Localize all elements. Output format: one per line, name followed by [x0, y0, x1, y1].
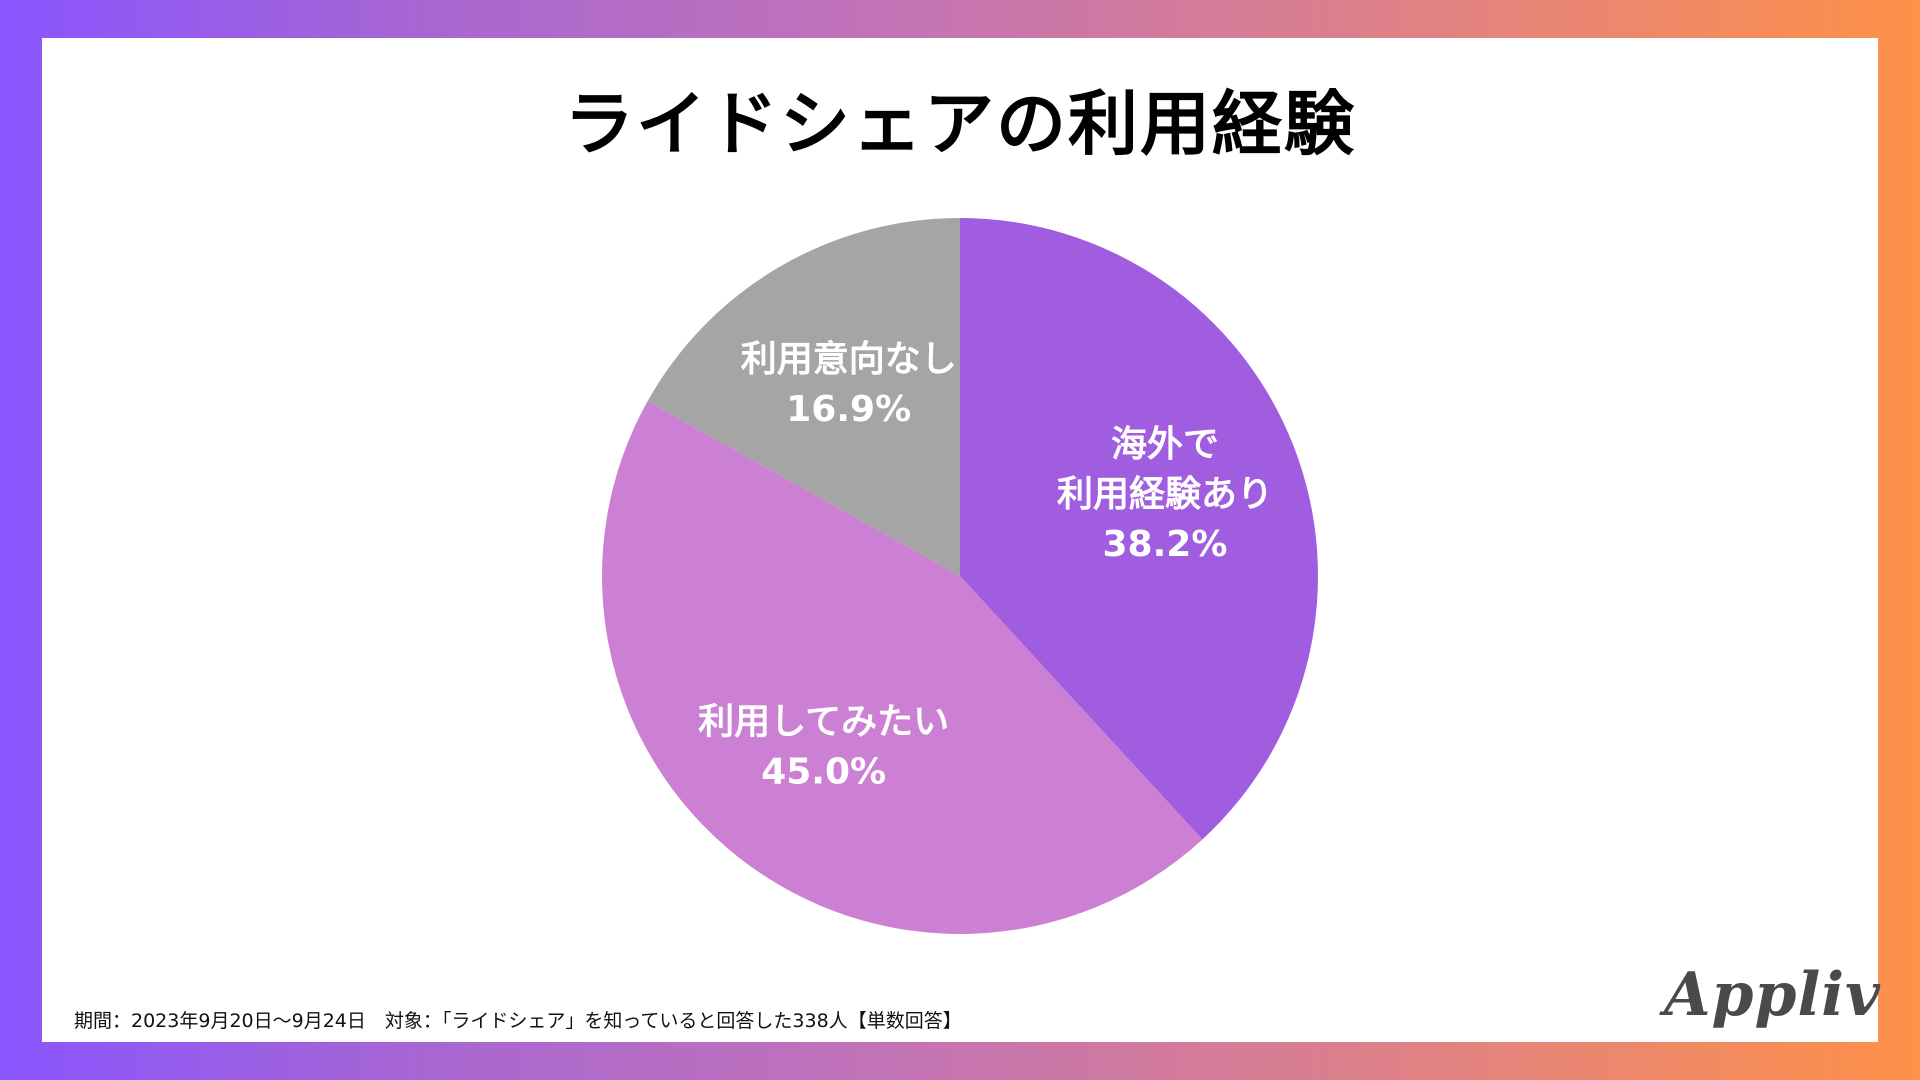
slice-label-2: 利用意向なし 16.9%	[741, 339, 957, 430]
slice-label-line: 利用経験あり	[1057, 474, 1273, 515]
applive-logo: Appliv	[1664, 960, 1881, 1030]
slice-label-line: 海外で	[1111, 424, 1219, 465]
slice-value-label: 38.2%	[1103, 524, 1228, 565]
slice-label-line: 利用意向なし	[741, 339, 957, 380]
chart-title: ライドシェアの利用経験	[564, 83, 1356, 165]
survey-footnote: 期間：2023年9月20日〜9月24日 対象：「ライドシェア」を知っていると回答…	[74, 1010, 962, 1032]
pie-slices	[602, 218, 1318, 934]
slice-label-line: 利用してみたい	[698, 702, 949, 743]
pie-slice-2	[647, 218, 960, 576]
slice-label-1: 利用してみたい 45.0%	[698, 702, 949, 793]
slice-value-label: 45.0%	[761, 752, 886, 793]
pie-slice-1	[602, 401, 1203, 934]
pie-slice-0	[960, 218, 1318, 840]
slice-value-label: 16.9%	[786, 389, 911, 430]
